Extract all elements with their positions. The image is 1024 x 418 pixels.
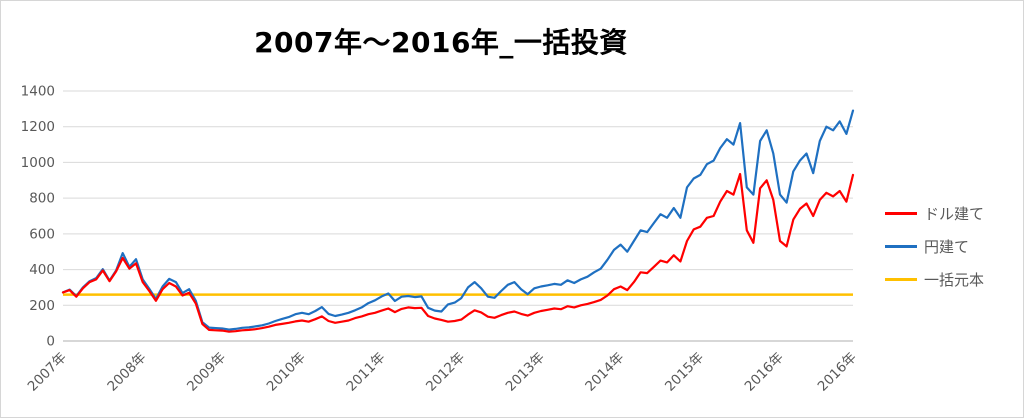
y-tick-label: 1200	[21, 119, 55, 135]
legend-item-jpy: 円建て	[885, 236, 984, 257]
y-tick-label: 1400	[21, 84, 55, 100]
y-tick-label: 0	[46, 334, 55, 350]
chart-title: 2007年〜2016年_一括投資	[254, 26, 628, 59]
legend-item-usd: ドル建て	[885, 203, 984, 224]
legend-label-usd: ドル建て	[924, 205, 985, 223]
legend-item-principal: 一括元本	[885, 269, 984, 290]
legend-swatch-blue-line	[885, 245, 917, 248]
x-tick-label: 2010年	[264, 350, 309, 395]
y-tick-label: 600	[29, 226, 55, 242]
legend-label-jpy: 円建て	[924, 238, 970, 256]
x-tick-label: 2014年	[582, 350, 627, 395]
y-tick-label: 800	[29, 191, 55, 207]
legend-swatch-orange-line	[885, 278, 917, 281]
legend: ドル建て 円建て 一括元本	[885, 203, 984, 290]
x-tick-label: 2016年	[815, 350, 860, 395]
x-tick-label: 2012年	[423, 350, 468, 395]
y-tick-label: 400	[29, 262, 55, 278]
x-tick-label: 2011年	[343, 350, 388, 395]
series-line-usd	[61, 172, 855, 333]
x-tick-label: 2015年	[662, 350, 707, 395]
legend-swatch-red-line	[885, 212, 917, 215]
x-tick-label: 2013年	[503, 350, 548, 395]
x-tick-label: 2016年	[742, 350, 787, 395]
legend-label-principal: 一括元本	[924, 271, 985, 289]
x-tick-label: 2008年	[104, 350, 149, 395]
series-line-jpy	[61, 109, 855, 331]
y-tick-label: 1000	[21, 155, 55, 171]
x-tick-label: 2007年	[25, 350, 70, 395]
x-tick-label: 2009年	[184, 350, 229, 395]
y-tick-label: 200	[29, 298, 55, 314]
